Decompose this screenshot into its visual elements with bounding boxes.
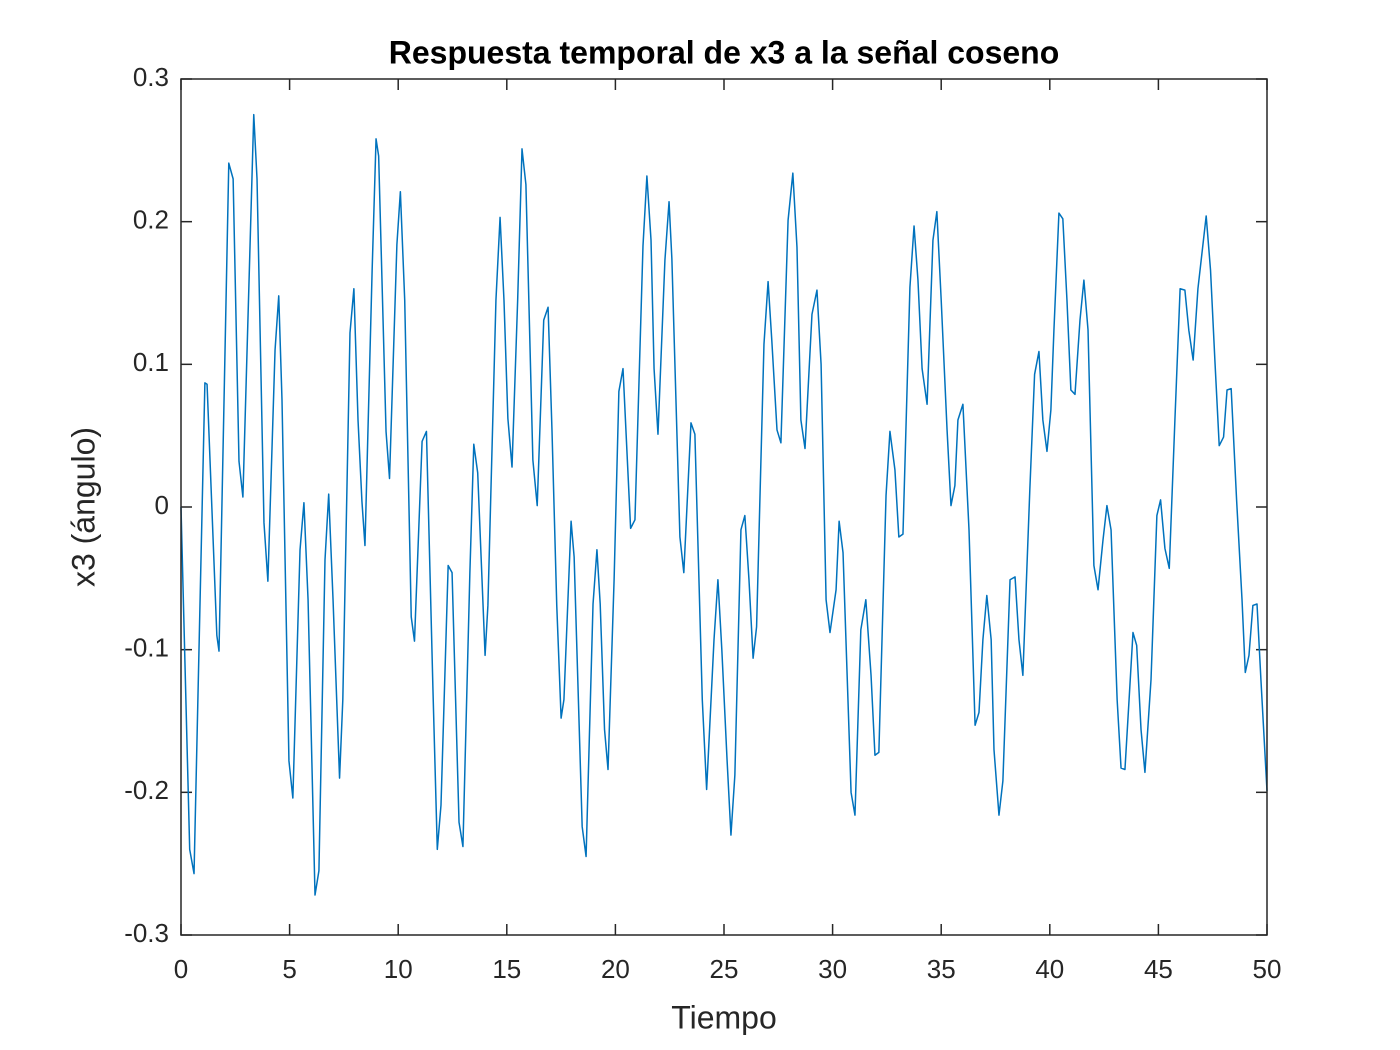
x-tick-label: 20: [601, 954, 630, 984]
y-tick-label: 0.1: [133, 347, 169, 377]
x-tick-label: 50: [1253, 954, 1282, 984]
y-tick-label: 0: [155, 490, 169, 520]
x-tick-label: 25: [710, 954, 739, 984]
x-tick-label: 30: [818, 954, 847, 984]
x-axis-label: Tiempo: [671, 999, 777, 1035]
x-tick-label: 0: [174, 954, 188, 984]
y-tick-label: -0.3: [124, 918, 169, 948]
y-tick-label: -0.2: [124, 775, 169, 805]
y-tick-label: -0.1: [124, 633, 169, 663]
y-axis-label: x3 (ángulo): [65, 427, 101, 587]
x-tick-label: 15: [492, 954, 521, 984]
data-line: [180, 113, 1268, 896]
axes-box: [180, 78, 1268, 936]
chart-title: Respuesta temporal de x3 a la señal cose…: [389, 34, 1060, 70]
y-tick-label: 0.2: [133, 205, 169, 235]
x-tick-label: 5: [282, 954, 296, 984]
x-tick-label: 40: [1035, 954, 1064, 984]
x-tick-label: 35: [927, 954, 956, 984]
x-tick-label: 45: [1144, 954, 1173, 984]
x-tick-label: 10: [384, 954, 413, 984]
y-tick-label: 0.3: [133, 62, 169, 92]
